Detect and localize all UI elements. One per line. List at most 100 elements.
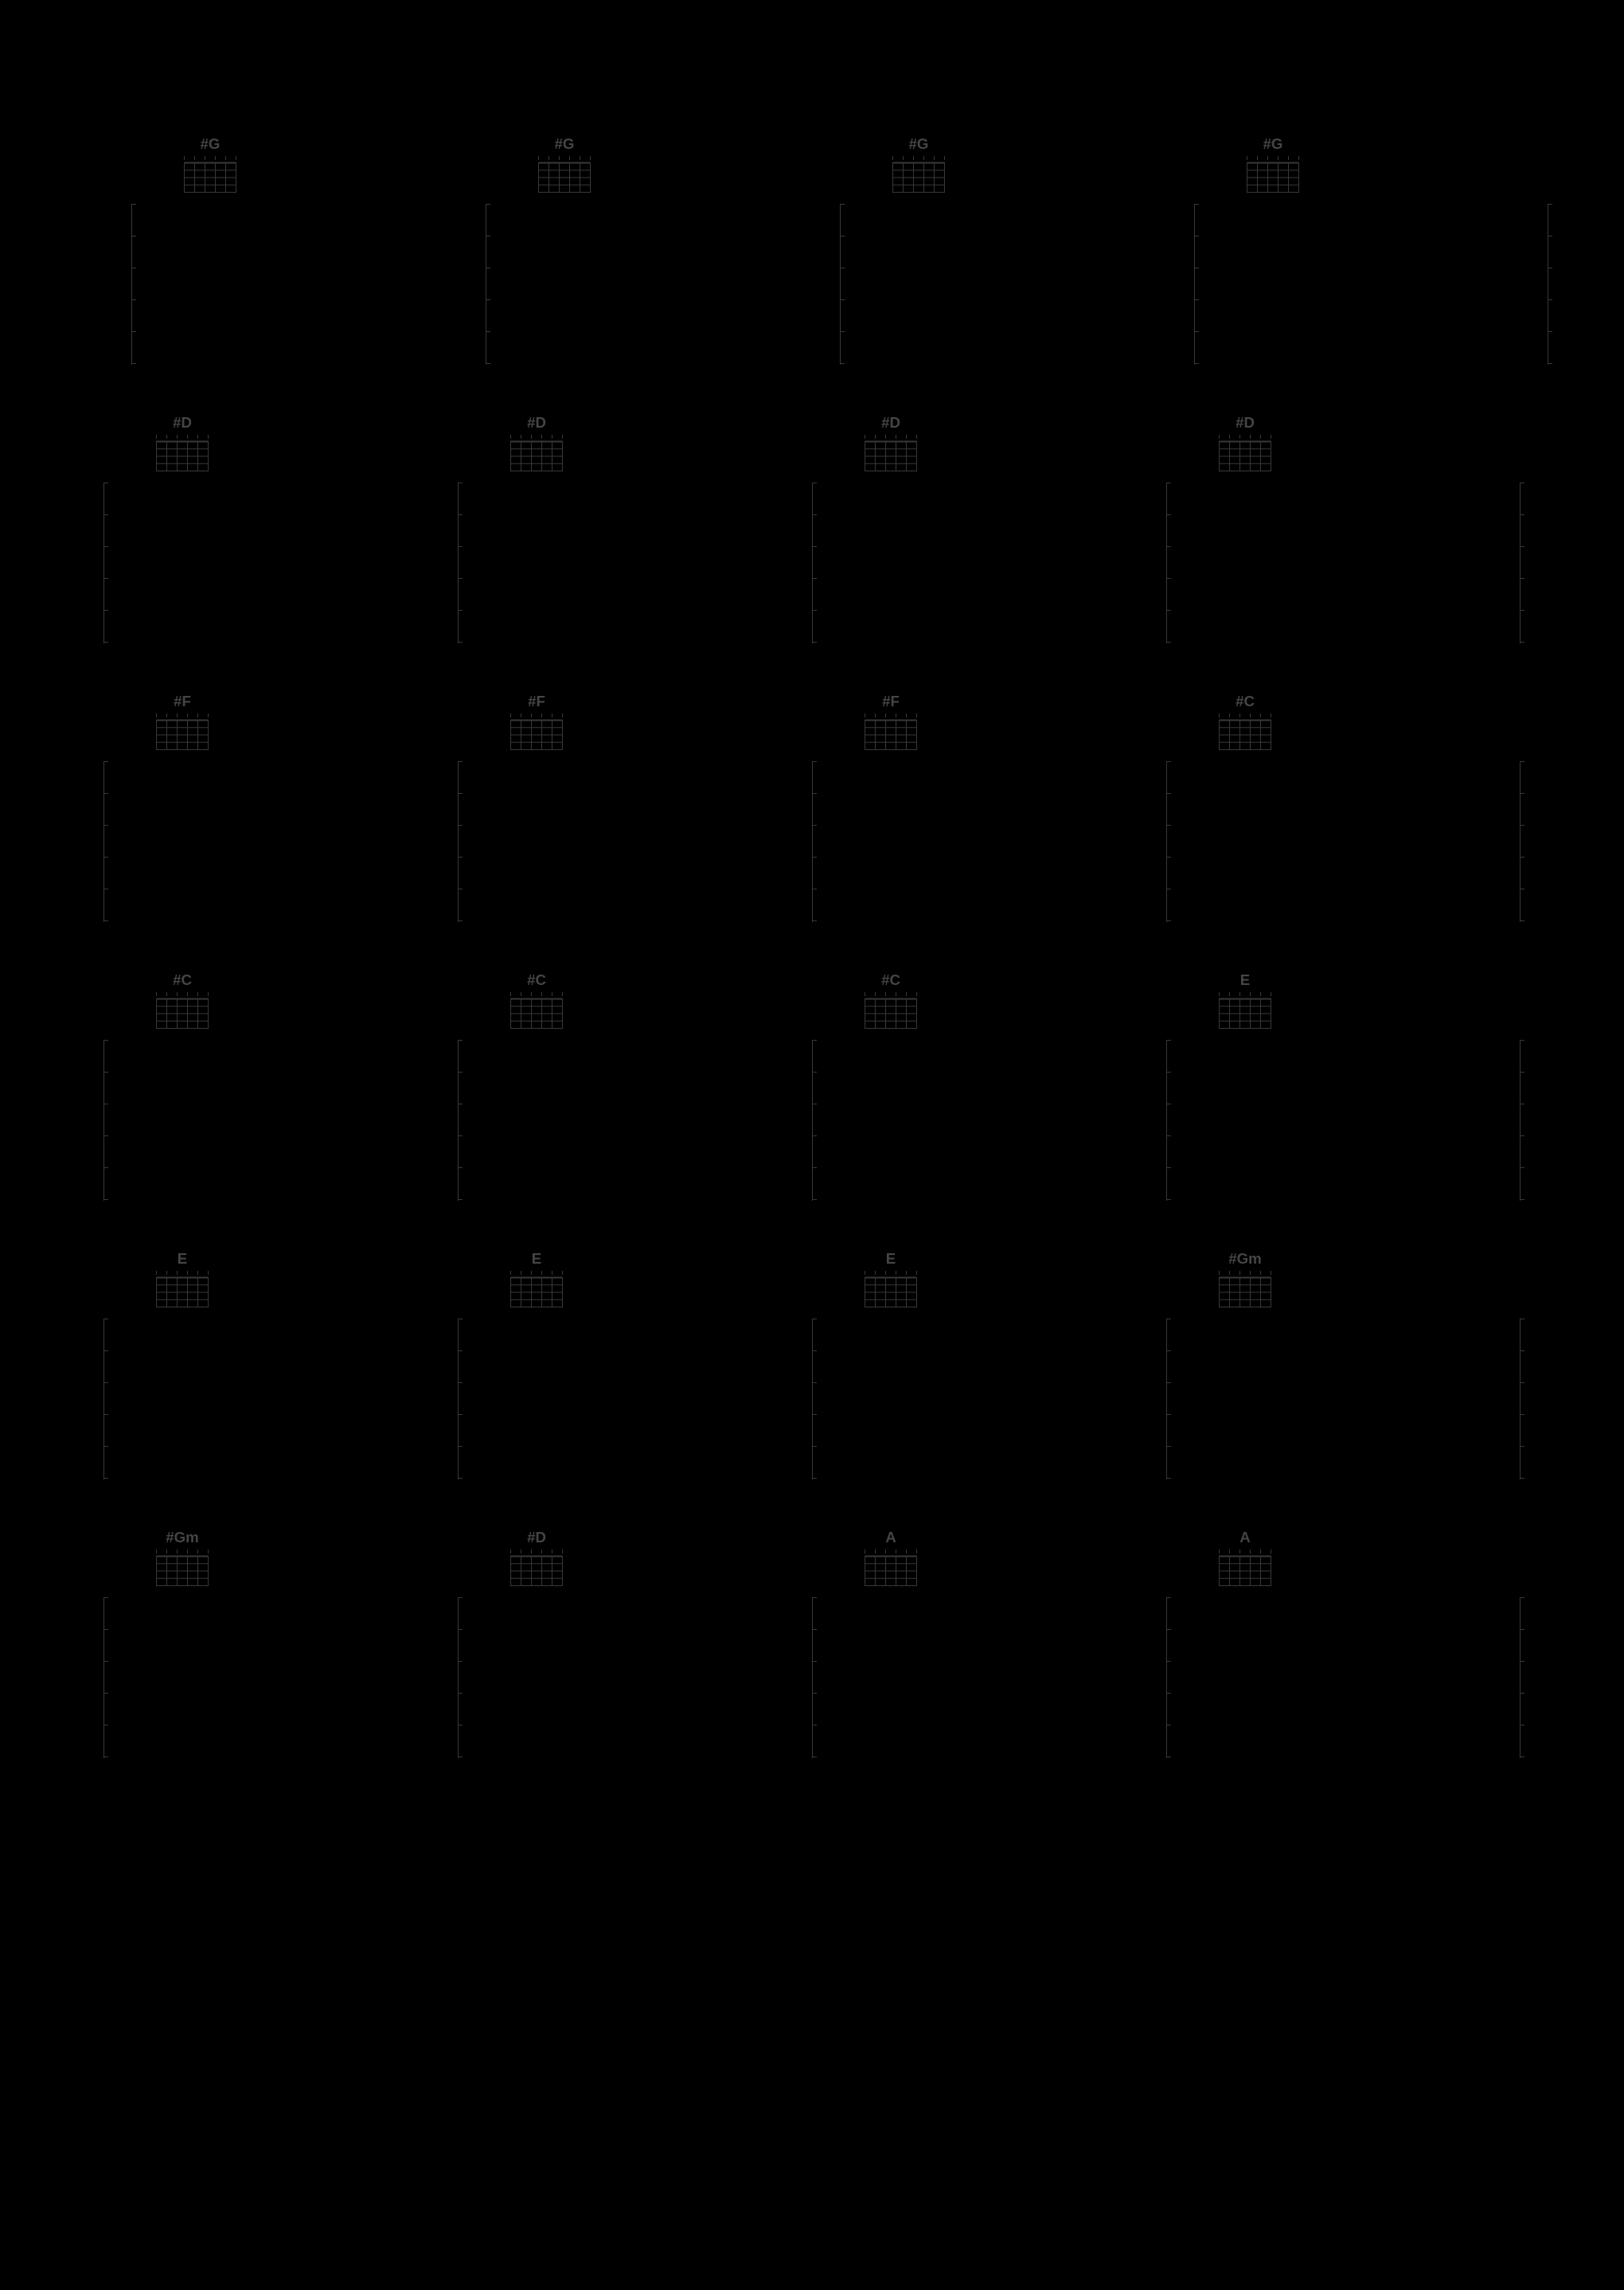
chord-diagram: #Gm [156, 1529, 209, 1586]
measure: #G [1194, 135, 1548, 366]
measure: #Gm [1166, 1250, 1521, 1481]
end-barline [1520, 761, 1521, 920]
chord-grid [510, 435, 563, 471]
chord-diagram: #C [510, 971, 563, 1029]
tab-row: #F #F #F #C [0, 693, 1624, 924]
chord-label: #D [510, 414, 563, 432]
end-barline [1520, 483, 1521, 642]
measure: #F [103, 693, 458, 924]
chord-diagram: #C [1219, 693, 1271, 750]
chord-diagram: A [1219, 1529, 1271, 1586]
chord-diagram: #D [510, 414, 563, 471]
chord-grid [865, 1271, 917, 1307]
chord-label: #Gm [1219, 1250, 1271, 1268]
barline [103, 483, 104, 642]
chord-grid [510, 1271, 563, 1307]
chord-diagram: #F [865, 693, 917, 750]
barline [1166, 1040, 1167, 1199]
chord-label: A [1219, 1529, 1271, 1546]
chord-grid [156, 435, 209, 471]
chord-grid [510, 992, 563, 1029]
chord-diagram: #D [1219, 414, 1271, 471]
chord-grid [1219, 1549, 1271, 1586]
measure: #F [812, 693, 1166, 924]
chord-grid [892, 156, 945, 193]
barline [458, 1040, 459, 1199]
chord-grid [1219, 713, 1271, 750]
measure: #D [1166, 414, 1521, 645]
chord-diagram: #F [156, 693, 209, 750]
chord-diagram: E [510, 1250, 563, 1307]
measure: E [458, 1250, 812, 1481]
barline [131, 204, 132, 363]
barline [1166, 761, 1167, 920]
tab-row: #G #G #G #G [0, 135, 1624, 366]
chord-label: #F [510, 693, 563, 710]
end-barline [1520, 1319, 1521, 1478]
chord-diagram: #Gm [1219, 1250, 1271, 1307]
chord-grid [538, 156, 591, 193]
chord-label: #Gm [156, 1529, 209, 1546]
chord-grid [865, 435, 917, 471]
chord-diagram: #G [892, 135, 945, 193]
barline [1166, 483, 1167, 642]
barline [1166, 1597, 1167, 1757]
tab-row: #D #D #D #D [0, 414, 1624, 645]
chord-diagram: #D [156, 414, 209, 471]
chord-diagram: E [865, 1250, 917, 1307]
chord-label: #D [865, 414, 917, 432]
chord-grid [156, 713, 209, 750]
chord-label: E [156, 1250, 209, 1268]
measure: #G [131, 135, 486, 366]
chord-diagram: #G [184, 135, 236, 193]
chord-grid [156, 1271, 209, 1307]
measure: E [103, 1250, 458, 1481]
chord-label: #C [510, 971, 563, 989]
chord-diagram: E [156, 1250, 209, 1307]
barline [458, 1319, 459, 1478]
chord-diagram: #C [865, 971, 917, 1029]
measure: #G [486, 135, 840, 366]
chord-label: E [865, 1250, 917, 1268]
measure: E [1166, 971, 1521, 1202]
measure: #D [103, 414, 458, 645]
chord-diagram: #D [865, 414, 917, 471]
barline [812, 1319, 813, 1478]
barline [103, 1040, 104, 1199]
barline [812, 1040, 813, 1199]
end-barline [1520, 1040, 1521, 1199]
measure: #C [1166, 693, 1521, 924]
barline [1194, 204, 1195, 363]
chord-grid [1247, 156, 1299, 193]
chord-grid [1219, 435, 1271, 471]
barline [103, 761, 104, 920]
chord-label: #G [184, 135, 236, 153]
chord-label: #C [1219, 693, 1271, 710]
chord-label: #D [156, 414, 209, 432]
barline [812, 761, 813, 920]
chord-label: #F [156, 693, 209, 710]
chord-label: #G [538, 135, 591, 153]
chord-diagram: A [865, 1529, 917, 1586]
measure: #C [103, 971, 458, 1202]
barline [812, 483, 813, 642]
measure: #Gm [103, 1529, 458, 1760]
barline [103, 1597, 104, 1757]
chord-label: #C [865, 971, 917, 989]
chord-diagram: #F [510, 693, 563, 750]
measure: A [812, 1529, 1166, 1760]
chord-grid [156, 992, 209, 1029]
chord-diagram: #C [156, 971, 209, 1029]
measure: #G [840, 135, 1194, 366]
measure: #D [458, 1529, 812, 1760]
tab-page: #G#G#G#G#D#D#D#D#F#F#F#C#C#C#CEEEE#Gm#Gm… [0, 0, 1624, 2126]
chord-label: E [510, 1250, 563, 1268]
chord-grid [184, 156, 236, 193]
tab-row: #Gm #D A A [0, 1529, 1624, 1760]
chord-grid [1219, 992, 1271, 1029]
chord-grid [865, 992, 917, 1029]
chord-diagram: #D [510, 1529, 563, 1586]
measure: #C [458, 971, 812, 1202]
barline [812, 1597, 813, 1757]
chord-grid [865, 1549, 917, 1586]
